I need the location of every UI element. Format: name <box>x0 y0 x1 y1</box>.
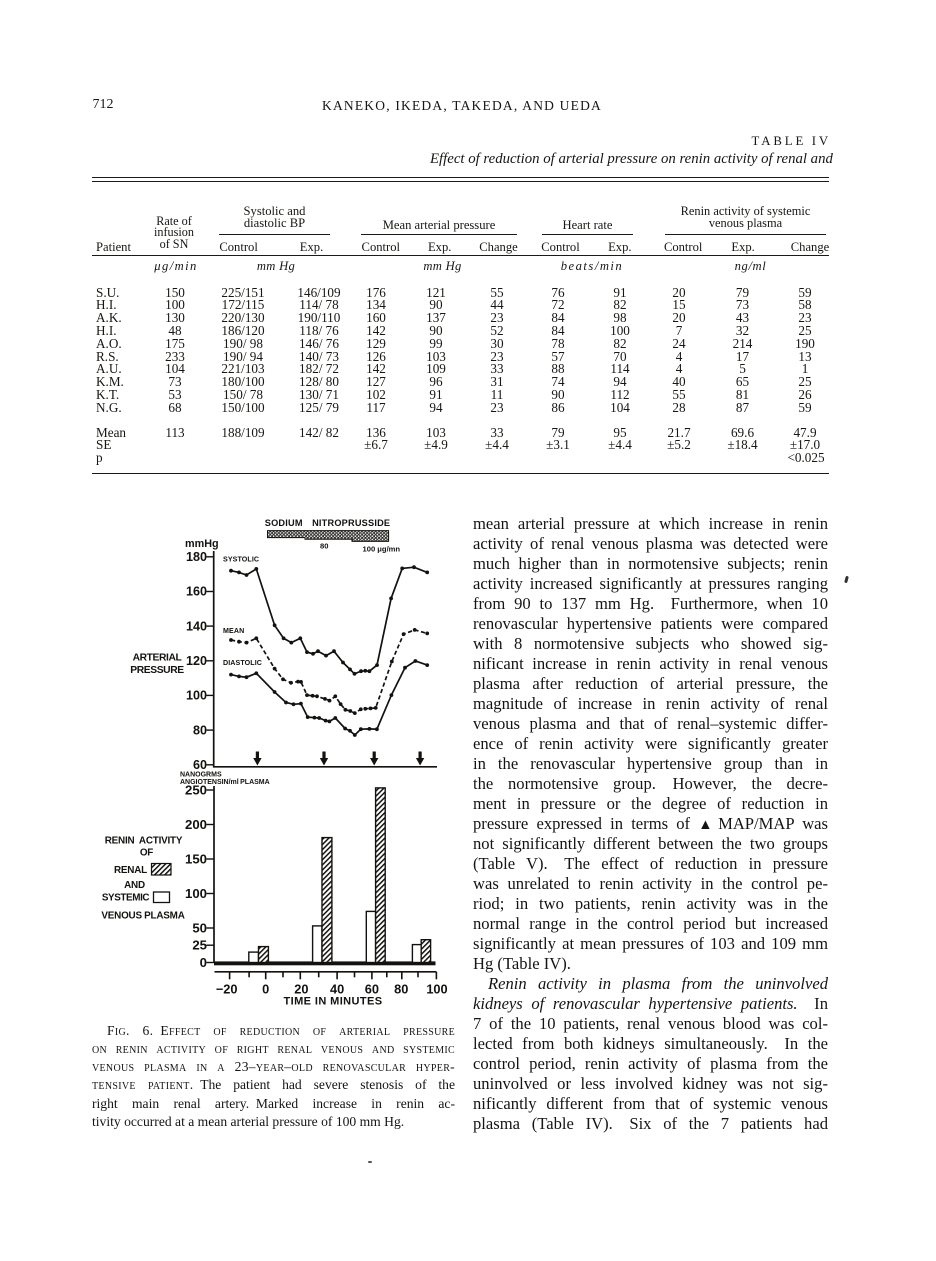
svg-text:ARTERIAL: ARTERIAL <box>133 653 182 664</box>
svg-text:0: 0 <box>262 982 269 997</box>
svg-text:150: 150 <box>185 851 207 866</box>
svg-text:0: 0 <box>200 955 207 970</box>
svg-text:25: 25 <box>192 938 207 953</box>
svg-text:TIME IN MINUTES: TIME IN MINUTES <box>284 996 383 1008</box>
svg-text:VENOUS PLASMA: VENOUS PLASMA <box>101 911 184 922</box>
svg-text:RENIN ACTIVITY: RENIN ACTIVITY <box>105 836 183 847</box>
svg-text:SYSTOLIC: SYSTOLIC <box>223 556 259 564</box>
svg-text:80: 80 <box>320 542 328 551</box>
svg-text:80: 80 <box>193 723 207 737</box>
svg-text:250: 250 <box>185 782 207 797</box>
svg-text:100: 100 <box>426 982 447 997</box>
svg-text:ANGIOTENSIN/ml PLASMA: ANGIOTENSIN/ml PLASMA <box>180 779 270 786</box>
svg-text:180: 180 <box>186 550 207 564</box>
svg-text:40: 40 <box>330 982 344 997</box>
svg-text:100 μg/mn: 100 μg/mn <box>363 545 401 554</box>
svg-text:SODIUM NITROPRUSSIDE: SODIUM NITROPRUSSIDE <box>265 518 391 528</box>
svg-text:RENAL: RENAL <box>114 865 147 876</box>
svg-text:60: 60 <box>193 758 207 772</box>
svg-text:80: 80 <box>394 982 408 997</box>
svg-text:100: 100 <box>186 689 207 703</box>
svg-text:160: 160 <box>186 585 207 599</box>
svg-text:−20: −20 <box>216 982 238 997</box>
svg-text:AND: AND <box>124 880 145 891</box>
svg-text:NANOGRMS: NANOGRMS <box>180 772 222 779</box>
svg-text:MEAN: MEAN <box>223 627 244 635</box>
svg-text:200: 200 <box>185 817 207 832</box>
svg-text:100: 100 <box>185 886 207 901</box>
svg-text:PRESSURE: PRESSURE <box>130 665 184 676</box>
svg-text:120: 120 <box>186 654 207 668</box>
svg-text:20: 20 <box>294 982 308 997</box>
svg-text:DIASTOLIC: DIASTOLIC <box>223 659 262 667</box>
svg-text:60: 60 <box>365 982 379 997</box>
svg-text:OF: OF <box>140 848 153 859</box>
svg-text:50: 50 <box>192 920 207 935</box>
svg-text:140: 140 <box>186 619 207 633</box>
svg-text:mmHg: mmHg <box>185 538 219 550</box>
svg-text:SYSTEMIC: SYSTEMIC <box>102 893 150 904</box>
